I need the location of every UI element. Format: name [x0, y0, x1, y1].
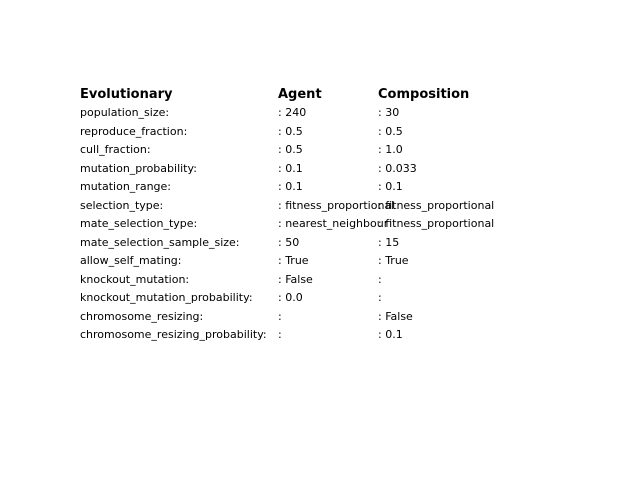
parameter-name: reproduce_fraction:	[80, 124, 188, 138]
table-row: selection_type: : fitness_proportional: f…	[80, 199, 520, 218]
composition-value: :	[378, 291, 382, 304]
parameter-name: mate_selection_sample_size:	[80, 235, 240, 249]
table-row: cull_fraction: : 0.5 : 1.0	[80, 143, 520, 162]
agent-value: : 240	[278, 106, 307, 119]
parameter-name: selection_type:	[80, 198, 164, 212]
composition-value: : 15	[378, 235, 400, 249]
parameter-name: mate_selection_type:	[80, 217, 198, 230]
agent-value: : True	[278, 254, 309, 267]
parameter-name: knockout_mutation_probability:	[80, 291, 253, 304]
table-row: population_size: : 240 : 30	[80, 106, 520, 125]
table-row: chromosome_resizing:: : False	[80, 310, 520, 329]
agent-value: : 0.0	[278, 291, 303, 304]
agent-value: : 0.1	[278, 180, 303, 193]
agent-value: : fitness_proportional	[278, 198, 395, 212]
composition-value: : 1.0	[378, 143, 403, 156]
table-row: knockout_mutation_probability: : 0.0:	[80, 291, 520, 310]
agent-value: : 50	[278, 235, 300, 249]
agent-value: : 0.1	[278, 161, 303, 175]
table-row: reproduce_fraction: : 0.5 : 0.5	[80, 125, 520, 144]
table-row: allow_self_mating: : True : True	[80, 254, 520, 273]
parameter-name: population_size:	[80, 106, 170, 119]
table-header: Evolutionary Agent Composition	[80, 86, 500, 104]
table-row: knockout_mutation: : False:	[80, 273, 520, 292]
agent-value: : nearest_neighbour	[278, 217, 389, 230]
table-row: mate_selection_sample_size: : 50 : 15	[80, 236, 520, 255]
table-row: chromosome_resizing_probability:: : 0.1	[80, 328, 520, 347]
header-agent: Agent	[278, 87, 322, 102]
agent-value: :	[278, 328, 282, 341]
parameter-name: knockout_mutation:	[80, 272, 190, 286]
header-evolutionary: Evolutionary	[80, 87, 173, 102]
parameter-name: mutation_range:	[80, 180, 172, 193]
table-row: mutation_probability: : 0.1 : 0.033	[80, 162, 520, 181]
parameter-table: Evolutionary Agent Composition populatio…	[80, 86, 500, 341]
composition-value: : fitness_proportional	[378, 198, 495, 212]
parameter-name: mutation_probability:	[80, 161, 197, 175]
parameter-name: cull_fraction:	[80, 143, 151, 156]
composition-value: : fitness_proportional	[378, 217, 495, 230]
composition-value: : True	[378, 254, 409, 267]
composition-value: : 0.1	[378, 328, 403, 341]
composition-value: : 0.5	[378, 124, 403, 138]
parameter-name: chromosome_resizing:	[80, 309, 204, 323]
parameter-name: allow_self_mating:	[80, 254, 182, 267]
table-row: mate_selection_type: : nearest_neighbour:…	[80, 217, 520, 236]
composition-value: : 30	[378, 106, 400, 119]
parameter-name: chromosome_resizing_probability:	[80, 328, 267, 341]
agent-value: : 0.5	[278, 124, 303, 138]
composition-value: : False	[378, 309, 413, 323]
composition-value: : 0.033	[378, 161, 417, 175]
agent-value: : 0.5	[278, 143, 303, 156]
agent-value: : False	[278, 272, 313, 286]
header-composition: Composition	[378, 87, 470, 102]
table-row: mutation_range: : 0.1 : 0.1	[80, 180, 520, 199]
composition-value: : 0.1	[378, 180, 403, 193]
agent-value: :	[278, 309, 282, 323]
composition-value: :	[378, 272, 382, 286]
